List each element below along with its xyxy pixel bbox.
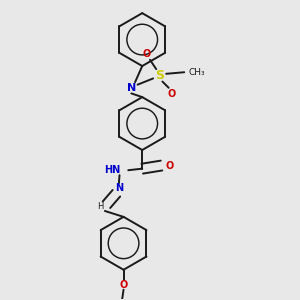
Text: O: O xyxy=(168,89,176,99)
Text: S: S xyxy=(155,69,164,82)
Text: O: O xyxy=(143,49,151,58)
Text: O: O xyxy=(166,160,174,171)
Text: CH₃: CH₃ xyxy=(189,68,206,77)
Text: H: H xyxy=(97,202,103,211)
Text: HN: HN xyxy=(104,165,120,175)
Text: N: N xyxy=(115,183,123,193)
Text: N: N xyxy=(127,83,136,93)
Text: O: O xyxy=(119,280,128,290)
